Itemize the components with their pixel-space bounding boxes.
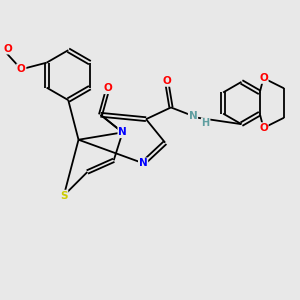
Text: S: S <box>60 190 68 200</box>
Text: H: H <box>202 118 210 128</box>
Text: N: N <box>189 111 197 121</box>
Text: N: N <box>139 158 148 168</box>
Text: O: O <box>259 123 268 133</box>
Text: O: O <box>162 76 171 86</box>
Text: O: O <box>4 44 12 54</box>
Text: O: O <box>17 64 26 74</box>
Text: N: N <box>118 128 127 137</box>
Text: O: O <box>259 73 268 83</box>
Text: O: O <box>103 83 112 93</box>
